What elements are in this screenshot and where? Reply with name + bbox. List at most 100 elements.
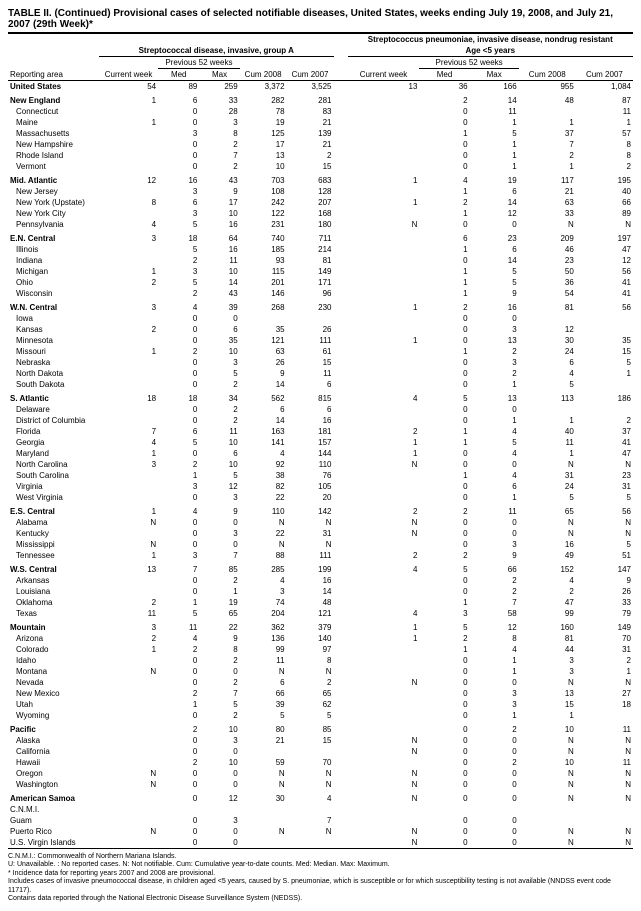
cell: 10 [199, 266, 239, 277]
cell [348, 128, 420, 139]
cell: N [287, 768, 334, 779]
cell: 4 [287, 790, 334, 804]
col-max-left: Max [199, 69, 239, 81]
cell: 44 [519, 644, 576, 655]
cell: 128 [287, 186, 334, 197]
cell: 3 [99, 619, 158, 633]
cell: 2 [99, 277, 158, 288]
cell: 242 [240, 197, 287, 208]
cell: 0 [419, 710, 469, 721]
table-row: California00N00NN [8, 746, 633, 757]
cell: 0 [419, 666, 469, 677]
cell: 207 [287, 197, 334, 208]
cell [99, 208, 158, 219]
cell: 0 [470, 313, 519, 324]
row-label: Arizona [8, 633, 99, 644]
cell: 0 [199, 837, 239, 848]
cell: 0 [470, 677, 519, 688]
cell: 1 [419, 426, 469, 437]
cell: 1 [470, 161, 519, 172]
cell [519, 804, 576, 815]
cell [99, 288, 158, 299]
cell: N [519, 790, 576, 804]
cell [99, 379, 158, 390]
cell: 152 [519, 561, 576, 575]
cell: 81 [287, 255, 334, 266]
cell: 15 [287, 735, 334, 746]
cell: 1 [99, 266, 158, 277]
table-row: Utah153962031518 [8, 699, 633, 710]
cell: 7 [519, 139, 576, 150]
cell: N [576, 517, 633, 528]
cell: N [576, 779, 633, 790]
row-label: Illinois [8, 244, 99, 255]
cell: 10 [199, 208, 239, 219]
cell: 66 [470, 561, 519, 575]
cell: 5 [576, 357, 633, 368]
cell: 2 [199, 677, 239, 688]
cell: 80 [240, 721, 287, 735]
cell: 1 [99, 346, 158, 357]
cell: 13 [348, 81, 420, 93]
cell: 6 [158, 197, 199, 208]
cell: 81 [519, 633, 576, 644]
table-row: Nevada0262N00NN [8, 677, 633, 688]
cell: 1 [519, 415, 576, 426]
cell: 6 [470, 244, 519, 255]
cell [240, 815, 287, 826]
cell: 6 [240, 677, 287, 688]
cell: 166 [470, 81, 519, 93]
cell: 2 [576, 161, 633, 172]
cell: N [576, 528, 633, 539]
cell: 4 [470, 426, 519, 437]
cell: N [99, 517, 158, 528]
cell: 0 [199, 768, 239, 779]
table-row: Georgia45101411571151141 [8, 437, 633, 448]
table-row: Rhode Island071320128 [8, 150, 633, 161]
footnote: Contains data reported through the Natio… [8, 895, 633, 903]
cell [348, 404, 420, 415]
cell: 4 [470, 470, 519, 481]
cell: 56 [576, 266, 633, 277]
cell: 15 [287, 161, 334, 172]
cell: N [519, 517, 576, 528]
table-row: Illinois516185214164647 [8, 244, 633, 255]
cell: 20 [287, 492, 334, 503]
cell: 7 [287, 815, 334, 826]
cell: 12 [519, 324, 576, 335]
cell: 146 [240, 288, 287, 299]
cell: 711 [287, 230, 334, 244]
col-current-left: Current week [99, 57, 158, 81]
row-label: Pacific [8, 721, 99, 735]
row-label: Missouri [8, 346, 99, 357]
table-row: Guam03700 [8, 815, 633, 826]
cell: 0 [470, 837, 519, 848]
cell [348, 575, 420, 586]
cell: 41 [576, 277, 633, 288]
cell: 5 [158, 244, 199, 255]
cell: 78 [240, 106, 287, 117]
cell: N [576, 746, 633, 757]
row-label: Kansas [8, 324, 99, 335]
cell: 9 [470, 288, 519, 299]
cell: 2 [158, 757, 199, 768]
table-row: Oklahoma21197448174733 [8, 597, 633, 608]
cell [576, 379, 633, 390]
cell: 955 [519, 81, 576, 93]
cell: 3 [158, 128, 199, 139]
cell [348, 804, 420, 815]
cell: 16 [158, 172, 199, 186]
cell: 70 [287, 757, 334, 768]
cell: 19 [199, 597, 239, 608]
cell: 1 [470, 117, 519, 128]
cell [348, 597, 420, 608]
cell: 35 [240, 324, 287, 335]
disease-right-sub: Age <5 years [348, 45, 634, 57]
disease-left: Streptococcal disease, invasive, group A [99, 45, 334, 57]
cell: 1 [419, 128, 469, 139]
table-row: New Mexico276665031327 [8, 688, 633, 699]
row-label: Maryland [8, 448, 99, 459]
cell: 4 [470, 644, 519, 655]
cell: 87 [576, 92, 633, 106]
cell: 5 [576, 539, 633, 550]
